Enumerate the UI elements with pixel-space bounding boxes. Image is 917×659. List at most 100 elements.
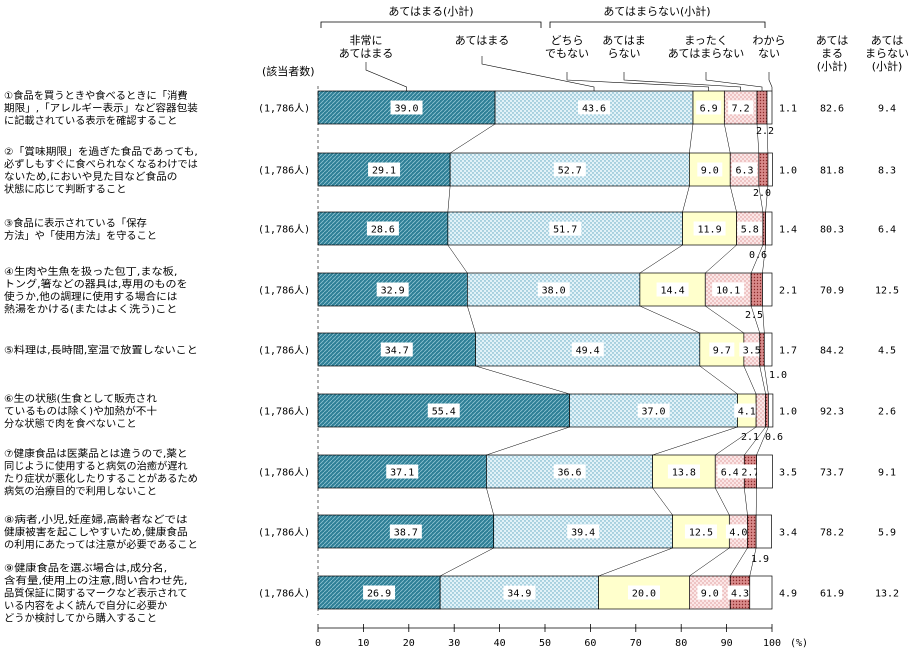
value-label-8-2: 39.4 (571, 528, 595, 539)
connector-7-2 (652, 487, 673, 516)
x-tick-label-10: 10 (357, 638, 369, 649)
value-label-6-2: 37.0 (641, 407, 665, 418)
connector-6-4 (744, 426, 766, 456)
respondent-count-6: (1,786人) (258, 406, 310, 418)
leader-line-1 (365, 62, 407, 91)
value-label-3-4: 5.8 (741, 225, 759, 236)
value-label-bg-8-4 (725, 524, 751, 539)
subtotal-not-apply-2: 8.3 (878, 166, 896, 177)
leader-line-4 (623, 72, 741, 91)
value-label-4-1: 32.9 (381, 286, 405, 297)
value-label-bg-2-2 (553, 162, 586, 177)
segment-label-1: あてはまる (339, 47, 394, 60)
subtotal-apply-header: まる (821, 47, 843, 60)
connector-8-3 (689, 547, 730, 577)
connector-4-4 (750, 305, 760, 334)
subtotal-apply-9: 61.9 (820, 589, 844, 600)
value-label-bg-8-3 (684, 524, 717, 539)
value-label-7-4: 6.4 (721, 468, 739, 479)
row-label-2: ないため,においや見た目など食品の (4, 170, 177, 183)
row-label-8: ⑧病者,小児,妊産婦,高齢者などでは (4, 513, 188, 526)
value-label-bg-5-3 (709, 342, 735, 357)
connector-8-2 (598, 547, 673, 577)
value-label-bg-8-1 (389, 524, 422, 539)
value-label-9-3: 20.0 (632, 589, 656, 600)
value-label-bg-5-4 (739, 342, 765, 357)
bar-segment-6-5 (765, 393, 769, 428)
row-label-9: いる内容をよく読んで自分に必要か (4, 599, 167, 612)
subtotal-not-apply-8: 5.9 (878, 528, 896, 539)
row-label-3: 方法」や「使用方法」を守ること (4, 229, 157, 242)
connector-1-2 (689, 123, 694, 154)
value-label-5-1: 34.7 (385, 346, 409, 357)
value-label-bg-1-2 (578, 100, 611, 115)
value-label-bg-9-1 (363, 585, 396, 600)
connector-2-3 (729, 185, 737, 213)
row-label-7: ⑦健康食品は医薬品とは違うので,薬と (4, 447, 188, 460)
bar-segment-7-6 (756, 454, 773, 489)
value-label-6-5: 0.6 (765, 432, 783, 443)
connector-2-5 (765, 185, 769, 213)
connector-4-1 (467, 305, 476, 334)
segment-label-3: どちら (551, 34, 584, 47)
value-label-6-1: 55.4 (432, 407, 456, 418)
subtotal-not-apply-7: 9.1 (878, 468, 896, 479)
x-tick-label-100: 100 (763, 638, 781, 649)
subtotal-not-apply-header: まらない (865, 47, 909, 60)
value-label-bg-4-1 (376, 282, 409, 297)
x-tick-label-50: 50 (539, 638, 551, 649)
segment-label-1: 非常に (350, 34, 383, 47)
bar-segment-7-2 (486, 454, 653, 489)
row-label-6: 分な状態で肉を食べないこと (4, 417, 137, 430)
segment-label-4: あてはま (602, 34, 646, 47)
value-label-1-5: 2.2 (756, 126, 774, 137)
subtotal-apply-header: (小計) (817, 59, 848, 73)
value-label-bg-9-3 (627, 585, 660, 600)
connector-1-5 (766, 123, 769, 154)
connector-5-3 (743, 365, 757, 395)
bracket-apply (320, 21, 542, 28)
value-label-6-3: 4.1 (738, 407, 756, 418)
value-label-2-6: 1.0 (779, 166, 797, 177)
leader-line-5 (705, 72, 763, 91)
row-label-6: ているものは除く)や加熱が不十 (4, 405, 157, 418)
bar-segment-2-6 (767, 152, 773, 187)
group-label-apply: あてはまる(小計) (388, 4, 473, 18)
connector-7-3 (715, 487, 730, 516)
bar-segment-1-6 (766, 90, 773, 125)
row-label-4: ④生肉や生魚を扱った包丁,まな板, (4, 265, 177, 278)
row-label-3: ③食品に表示されている「保存 (4, 216, 147, 229)
connector-2-4 (758, 185, 764, 213)
value-label-1-3: 6.9 (700, 104, 718, 115)
bar-segment-1-5 (756, 90, 768, 125)
bar-segment-8-6 (755, 514, 772, 549)
connector-4-3 (705, 305, 744, 334)
subtotal-not-apply-4: 12.5 (875, 286, 899, 297)
subtotal-not-apply-3: 6.4 (878, 225, 896, 236)
connector-6-3 (715, 426, 757, 456)
value-label-2-4: 6.3 (736, 166, 754, 177)
group-label-not-apply: あてはまらない(小計) (603, 4, 710, 18)
value-label-bg-6-1 (427, 403, 460, 418)
row-label-7: 同じように使用すると病気の治癒が遅れ (4, 459, 188, 472)
value-label-9-2: 34.9 (507, 589, 531, 600)
connector-2-1 (447, 185, 451, 213)
bar-segment-5-6 (763, 332, 773, 367)
subtotal-apply-2: 81.8 (820, 166, 844, 177)
value-label-bg-3-4 (737, 221, 763, 236)
connector-1-4 (756, 123, 760, 154)
row-label-1: に記載されている表示を確認すること (4, 114, 177, 127)
value-label-7-1: 37.1 (390, 468, 414, 479)
value-label-4-3: 14.4 (661, 286, 685, 297)
row-label-9: 品質保証に関するマークなど表示されて (4, 587, 188, 600)
value-label-bg-3-1 (366, 221, 399, 236)
subtotal-apply-4: 70.9 (820, 286, 844, 297)
value-label-9-4: 9.0 (701, 589, 719, 600)
row-label-2: 必ずしもすぐに食べられなくなるわけでは (4, 157, 198, 170)
value-label-2-2: 52.7 (558, 166, 582, 177)
x-tick-label-70: 70 (630, 638, 642, 649)
value-label-9-5: 4.3 (731, 589, 749, 600)
connector-4-2 (639, 305, 700, 334)
row-label-1: 期限」,「アレルギー表示」など容器包装 (4, 102, 198, 115)
